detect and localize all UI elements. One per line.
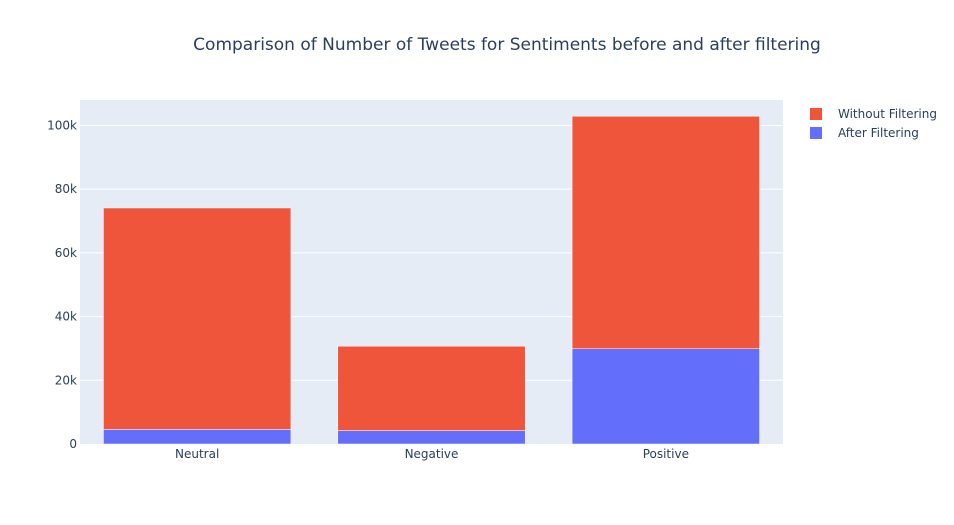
legend-label: Without Filtering: [838, 107, 937, 121]
bar-after-filtering-positive[interactable]: [571, 348, 760, 445]
legend-swatch: [810, 127, 822, 139]
x-tick-label: Negative: [405, 447, 459, 461]
y-axis: 0 20k 40k 60k 80k 100k: [47, 118, 77, 451]
y-tick-label: 40k: [55, 310, 77, 324]
legend-label: After Filtering: [838, 126, 919, 140]
legend[interactable]: Without Filtering After Filtering: [810, 107, 937, 140]
bar-without-filtering-neutral[interactable]: [103, 207, 292, 430]
bar-after-filtering-neutral[interactable]: [103, 429, 292, 445]
bar-without-filtering-negative[interactable]: [337, 345, 526, 431]
y-tick-label: 100k: [47, 118, 77, 132]
bar-after-filtering-negative[interactable]: [337, 430, 526, 445]
x-tick-label: Positive: [643, 447, 689, 461]
y-tick-label: 0: [69, 437, 77, 451]
legend-item-after-filtering[interactable]: After Filtering: [810, 126, 919, 140]
chart-title: Comparison of Number of Tweets for Senti…: [193, 35, 821, 55]
x-tick-label: Neutral: [175, 447, 219, 461]
bar-without-filtering-positive[interactable]: [571, 115, 760, 350]
y-tick-label: 80k: [55, 182, 77, 196]
y-tick-label: 20k: [55, 373, 77, 387]
legend-item-without-filtering[interactable]: Without Filtering: [810, 107, 937, 121]
bars: [103, 115, 760, 445]
y-tick-label: 60k: [55, 246, 77, 260]
legend-swatch: [810, 108, 822, 120]
x-axis: Neutral Negative Positive: [175, 447, 689, 461]
